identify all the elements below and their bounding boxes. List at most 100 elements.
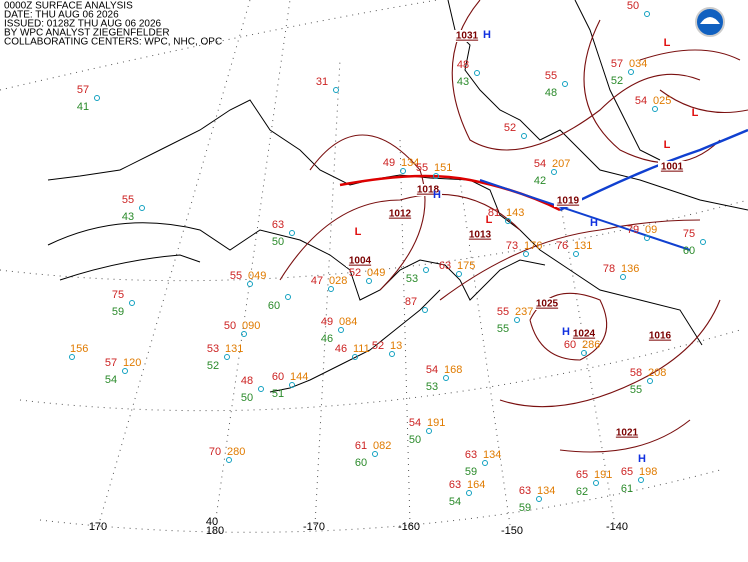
pressure: 136	[621, 263, 639, 275]
station-symbol	[258, 386, 264, 392]
pressure: 025	[653, 95, 671, 107]
isobar-label-box	[533, 298, 561, 310]
dewpoint: 53	[406, 273, 418, 285]
dewpoint: 54	[449, 496, 461, 508]
temperature: 52	[372, 340, 384, 352]
pressure-center: L	[664, 37, 671, 49]
station-symbol	[505, 218, 511, 224]
pressure-center: H	[562, 326, 570, 338]
station-symbol	[94, 95, 100, 101]
station-symbol	[423, 267, 429, 273]
dewpoint: 59	[112, 306, 124, 318]
pressure: 191	[427, 417, 445, 429]
station-symbol	[581, 350, 587, 356]
dewpoint: 60	[355, 457, 367, 469]
isobar-label: 1025	[536, 299, 559, 310]
temperature: 52	[349, 267, 361, 279]
temperature: 50	[224, 320, 236, 332]
temperature: 54	[426, 364, 438, 376]
station-symbol	[226, 457, 232, 463]
station-symbol	[536, 496, 542, 502]
temperature: 60	[564, 339, 576, 351]
station-symbol	[289, 382, 295, 388]
longitude-label: 180	[206, 525, 224, 537]
pressure: 208	[648, 367, 666, 379]
pressure: 084	[339, 316, 357, 328]
temperature: 61	[355, 440, 367, 452]
dewpoint: 60	[683, 245, 695, 257]
pressure-center: H	[483, 29, 491, 41]
pressure: 034	[629, 58, 647, 70]
temperature: 65	[576, 469, 588, 481]
pressure-center: H	[638, 453, 646, 465]
dewpoint: 62	[576, 486, 588, 498]
station-symbol	[352, 354, 358, 360]
station-symbol	[593, 480, 599, 486]
pressure: 120	[123, 357, 141, 369]
temperature: 57	[105, 357, 117, 369]
station-symbol	[247, 281, 253, 287]
pressure: 134	[401, 157, 419, 169]
isobar-label: 1031	[456, 31, 479, 42]
header-line: DATE: THU AUG 06 2026	[4, 10, 119, 21]
dewpoint: 43	[457, 76, 469, 88]
dewpoint: 48	[545, 87, 557, 99]
latitude-label: 40	[206, 516, 218, 528]
longitude-label: -170	[303, 521, 325, 533]
temperature: 46	[335, 343, 347, 355]
dewpoint: 52	[611, 75, 623, 87]
station-symbol	[328, 286, 334, 292]
pressure: 176	[524, 240, 542, 252]
pressure: 156	[70, 343, 88, 355]
pressure: 049	[367, 267, 385, 279]
temperature: 75	[683, 228, 695, 240]
temperature: 54	[534, 158, 546, 170]
station-symbol	[573, 251, 579, 257]
pressure: 049	[248, 270, 266, 282]
temperature: 79	[627, 224, 639, 236]
station-symbol	[333, 87, 339, 93]
station-symbol	[521, 133, 527, 139]
temperature: 55	[230, 270, 242, 282]
temperature: 55	[545, 70, 557, 82]
pressure: 168	[444, 364, 462, 376]
dewpoint: 42	[534, 175, 546, 187]
dewpoint: 55	[497, 323, 509, 335]
isobar-label: 1016	[649, 331, 672, 342]
isobar-label-box	[554, 195, 582, 207]
temperature: 63	[519, 485, 531, 497]
temperature: 55	[122, 194, 134, 206]
station-symbol	[628, 69, 634, 75]
pressure-center: L	[355, 226, 362, 238]
dewpoint: 60	[268, 300, 280, 312]
station-symbol	[562, 81, 568, 87]
station-symbol	[139, 205, 145, 211]
temperature: 54	[635, 95, 647, 107]
temperature: 55	[497, 306, 509, 318]
isobar-label-box	[466, 229, 494, 241]
station-symbol	[456, 271, 462, 277]
dewpoint: 61	[621, 483, 633, 495]
graticule	[0, 0, 748, 533]
pressure: 082	[373, 440, 391, 452]
station-symbol	[400, 168, 406, 174]
pressure: 286	[582, 339, 600, 351]
logo	[695, 7, 725, 37]
dewpoint: 52	[207, 360, 219, 372]
station-symbol	[285, 294, 291, 300]
station-symbol	[652, 106, 658, 112]
temperature: 63	[465, 449, 477, 461]
temperature: 60	[272, 371, 284, 383]
pressure: 164	[467, 479, 485, 491]
temperature: 63	[272, 219, 284, 231]
header-line: 0000Z SURFACE ANALYSIS	[4, 1, 133, 12]
station-symbol	[638, 477, 644, 483]
isobar-label-box	[346, 255, 374, 267]
temperature: 50	[627, 0, 639, 12]
isobar-label-box	[414, 184, 442, 196]
header-line: COLLABORATING CENTERS: WPC, NHC, OPC	[4, 37, 222, 48]
temperature: 49	[321, 316, 333, 328]
isobar-label: 1019	[557, 196, 580, 207]
pressure: 151	[434, 162, 452, 174]
